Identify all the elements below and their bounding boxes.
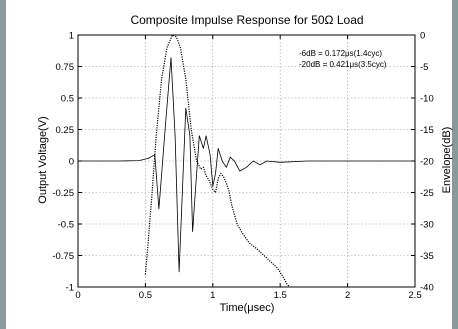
chart-title: Composite Impulse Response for 50Ω Load: [130, 13, 363, 27]
annotation-20db: -20dB = 0.421μs(3.5cyc): [299, 60, 387, 69]
output-voltage-line: [78, 57, 415, 273]
y-axis-right-label: Envelope(dB): [441, 127, 453, 194]
y-right-tick-label: -10: [420, 94, 434, 105]
y-left-tick-label: 0.5: [61, 94, 74, 105]
annotation-6db: -6dB = 0.172μs(1.4cyc): [299, 49, 382, 58]
y-right-tick-label: -25: [420, 188, 434, 199]
y-left-tick-label: -0.5: [58, 220, 74, 231]
y-left-tick-label: 0.75: [56, 62, 75, 73]
grid: [78, 35, 415, 287]
x-tick-label: 0.5: [139, 290, 152, 301]
y-right-tick-label: 0: [420, 31, 425, 42]
impulse-response-chart: Composite Impulse Response for 50Ω Load …: [37, 13, 453, 314]
x-tick-label: 2.5: [408, 290, 421, 301]
y-left-tick-label: -0.75: [52, 251, 74, 262]
y-left-tick-label: 0.25: [56, 125, 75, 136]
x-tick-label: 1: [210, 290, 215, 301]
y-left-tick-label: -0.25: [52, 188, 74, 199]
y-right-tick-label: -20: [420, 157, 434, 168]
y-right-tick-label: -40: [420, 283, 434, 294]
x-axis-label: Time(μsec): [220, 302, 275, 314]
x-tick-label: 2: [345, 290, 350, 301]
y-right-tick-label: -35: [420, 251, 434, 262]
y-right-tick-label: -30: [420, 220, 434, 231]
y-right-tick-label: -5: [420, 62, 428, 73]
y-right-tick-label: -15: [420, 125, 434, 136]
y-left-tick-label: 1: [69, 31, 74, 42]
x-tick-label: 1.5: [274, 290, 287, 301]
y-left-tick-label: 0: [69, 157, 74, 168]
y-left-tick-label: -1: [66, 283, 74, 294]
tick-layer: 0 0.5 1 1.5 2 2.5 -1 -0.75 -0.5 -0.25 0 0.25 0.5 0.75…: [52, 31, 433, 302]
envelope-db-line: [144, 34, 291, 288]
series-layer: [78, 34, 415, 288]
x-tick-label: 0: [75, 290, 80, 301]
y-axis-left-label: Output Voltage(V): [37, 116, 49, 203]
